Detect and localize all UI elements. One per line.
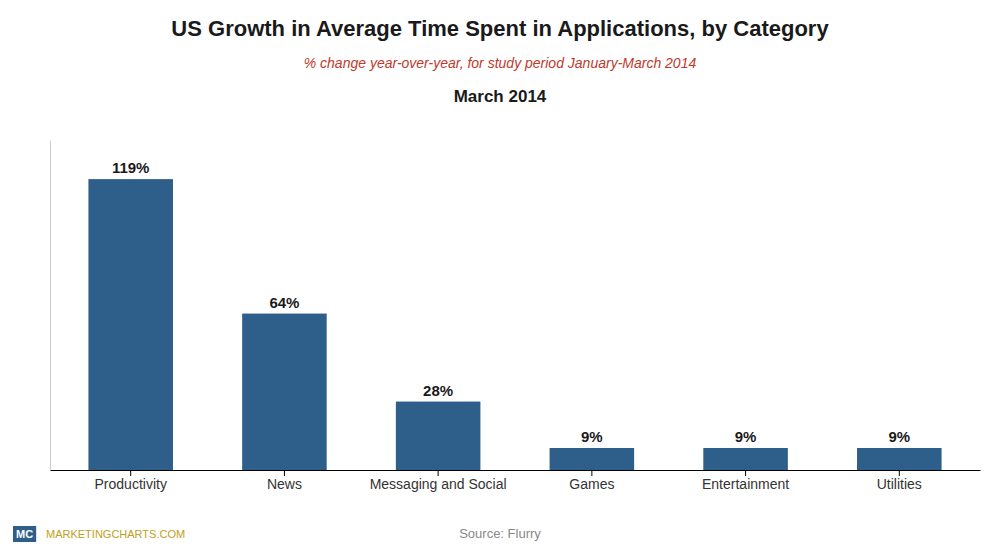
x-tick: News xyxy=(267,470,302,492)
data-label: 9% xyxy=(735,428,757,445)
subtitle: % change year-over-year, for study perio… xyxy=(304,55,697,71)
x-tick: Utilities xyxy=(877,470,922,492)
bar xyxy=(550,448,635,470)
x-axis-line xyxy=(51,470,981,471)
data-label: 119% xyxy=(112,159,150,176)
bars xyxy=(88,179,941,470)
bar xyxy=(242,314,327,470)
data-label: 9% xyxy=(581,428,603,445)
x-tick: Entertainment xyxy=(702,470,789,492)
source: Source: Flurry xyxy=(459,526,541,541)
x-tick-label: Entertainment xyxy=(702,476,789,492)
source-group: Source: Flurry xyxy=(459,526,541,541)
watermark-mc-group: MC xyxy=(13,526,36,542)
x-tick-label: News xyxy=(267,476,302,492)
x-axis: Productivity News Messaging and Social Game… xyxy=(51,470,981,492)
plot-area: Productivity News Messaging and Social Game… xyxy=(51,141,981,492)
period-label: March 2014 xyxy=(454,87,547,106)
x-tick-label: Messaging and Social xyxy=(370,476,507,492)
data-label: 28% xyxy=(423,382,453,399)
data-labels: 119% 64% 28% 9% 9% 9% xyxy=(112,159,910,445)
watermark-text: MARKETINGCHARTS.COM xyxy=(46,528,185,540)
y-axis xyxy=(50,141,51,471)
data-label: 9% xyxy=(888,428,910,445)
bar xyxy=(857,448,942,470)
y-axis-line xyxy=(50,141,51,471)
bar xyxy=(703,448,788,470)
bar xyxy=(88,179,173,470)
bar xyxy=(396,402,481,470)
watermark-mc: MC xyxy=(16,528,33,540)
watermark-text-group: MARKETINGCHARTS.COM xyxy=(46,528,185,540)
x-tick: Messaging and Social xyxy=(370,470,507,492)
x-tick-label: Games xyxy=(569,476,614,492)
x-tick: Games xyxy=(569,470,614,492)
watermark-box xyxy=(13,526,36,542)
data-label: 64% xyxy=(269,294,299,311)
x-tick: Productivity xyxy=(95,470,167,492)
x-tick-label: Utilities xyxy=(877,476,922,492)
chart-svg: US Growth in Average Time Spent in Appli… xyxy=(0,0,1000,550)
period-label-group: March 2014 xyxy=(454,87,547,106)
title: US Growth in Average Time Spent in Appli… xyxy=(171,16,829,41)
x-tick-label: Productivity xyxy=(95,476,167,492)
